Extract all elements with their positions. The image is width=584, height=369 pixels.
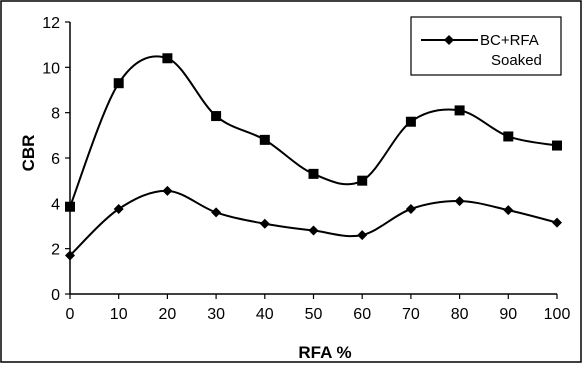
data-point-square bbox=[503, 131, 514, 142]
x-tick-label: 30 bbox=[207, 306, 225, 323]
y-tick-label: 10 bbox=[42, 60, 60, 77]
y-tick-label: 6 bbox=[51, 151, 60, 168]
data-point-diamond bbox=[259, 218, 270, 229]
legend-label-line2: Soaked bbox=[491, 52, 542, 69]
x-tick-label: 80 bbox=[451, 306, 469, 323]
x-tick-label: 100 bbox=[544, 306, 571, 323]
data-point-square bbox=[65, 201, 75, 212]
series-line bbox=[69, 55, 558, 208]
x-axis-title: RFA % bbox=[298, 343, 351, 362]
x-tick-label: 90 bbox=[499, 306, 517, 323]
data-point-diamond bbox=[308, 225, 319, 236]
data-point-diamond bbox=[405, 204, 416, 214]
x-tick-label: 10 bbox=[110, 306, 128, 323]
x-tick-label: 20 bbox=[159, 306, 177, 323]
data-point-square bbox=[259, 134, 270, 145]
x-tick-label: 70 bbox=[402, 306, 420, 323]
y-tick-label: 12 bbox=[42, 15, 60, 32]
y-tick-label: 8 bbox=[51, 106, 60, 123]
x-axis-ticks: 0 10 20 30 40 50 60 70 80 90 100 bbox=[66, 294, 571, 323]
legend-marker-diamond bbox=[444, 35, 454, 45]
series-2 bbox=[65, 185, 562, 261]
data-point-diamond bbox=[211, 207, 222, 218]
data-point-square bbox=[211, 111, 222, 122]
data-point-square bbox=[162, 53, 173, 64]
data-point-square bbox=[357, 175, 368, 186]
x-tick-label: 50 bbox=[305, 306, 323, 323]
data-point-diamond bbox=[113, 204, 124, 214]
y-tick-label: 2 bbox=[51, 242, 60, 259]
data-point-square bbox=[405, 116, 416, 127]
legend-label-line1: BC+RFA bbox=[480, 32, 539, 49]
x-tick-label: 60 bbox=[353, 306, 371, 323]
data-point-diamond bbox=[162, 185, 173, 196]
x-tick-label: 40 bbox=[256, 306, 274, 323]
data-point-diamond bbox=[65, 250, 75, 261]
data-point-square bbox=[113, 78, 124, 89]
legend: BC+RFA Soaked bbox=[410, 16, 562, 76]
series-layer bbox=[65, 53, 562, 261]
data-point-diamond bbox=[503, 205, 514, 216]
data-point-diamond bbox=[552, 217, 562, 228]
y-tick-label: 0 bbox=[51, 287, 60, 304]
y-tick-label: 4 bbox=[51, 196, 60, 213]
x-tick-label: 0 bbox=[66, 306, 75, 323]
data-point-square bbox=[308, 168, 319, 179]
data-point-square bbox=[454, 105, 465, 116]
y-axis-ticks: 0 2 4 6 8 10 12 bbox=[42, 15, 70, 304]
legend-box bbox=[410, 16, 562, 76]
series-1 bbox=[65, 53, 562, 212]
data-point-square bbox=[552, 140, 562, 151]
data-point-diamond bbox=[357, 230, 368, 241]
data-point-diamond bbox=[454, 196, 465, 207]
y-axis-title: CBR bbox=[19, 135, 38, 172]
